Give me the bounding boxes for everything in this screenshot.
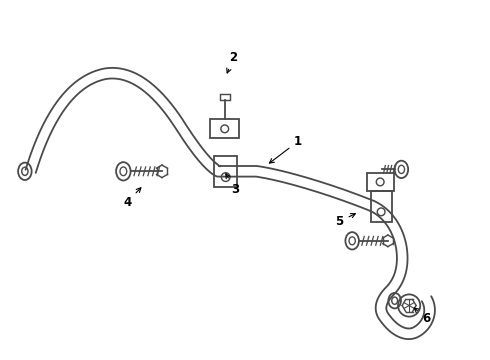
Text: 6: 6	[414, 308, 431, 325]
Text: 3: 3	[226, 174, 240, 196]
Text: 2: 2	[227, 51, 238, 73]
Text: 4: 4	[123, 188, 141, 209]
Text: 1: 1	[270, 135, 302, 163]
Text: 5: 5	[336, 213, 355, 228]
